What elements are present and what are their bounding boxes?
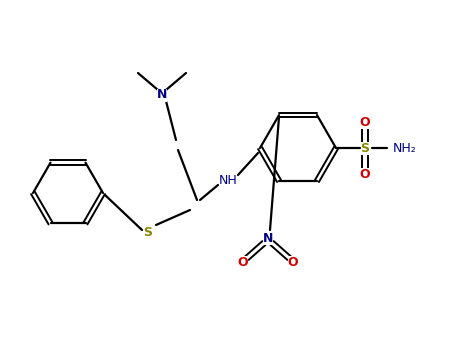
Text: N: N bbox=[263, 231, 273, 245]
Text: N: N bbox=[157, 89, 167, 101]
Text: NH₂: NH₂ bbox=[393, 141, 417, 154]
Text: O: O bbox=[288, 256, 298, 268]
Text: S: S bbox=[360, 141, 369, 154]
Text: O: O bbox=[360, 116, 370, 128]
Text: NH: NH bbox=[218, 174, 238, 187]
Text: S: S bbox=[143, 226, 152, 239]
Text: O: O bbox=[238, 256, 248, 268]
Text: O: O bbox=[360, 168, 370, 181]
